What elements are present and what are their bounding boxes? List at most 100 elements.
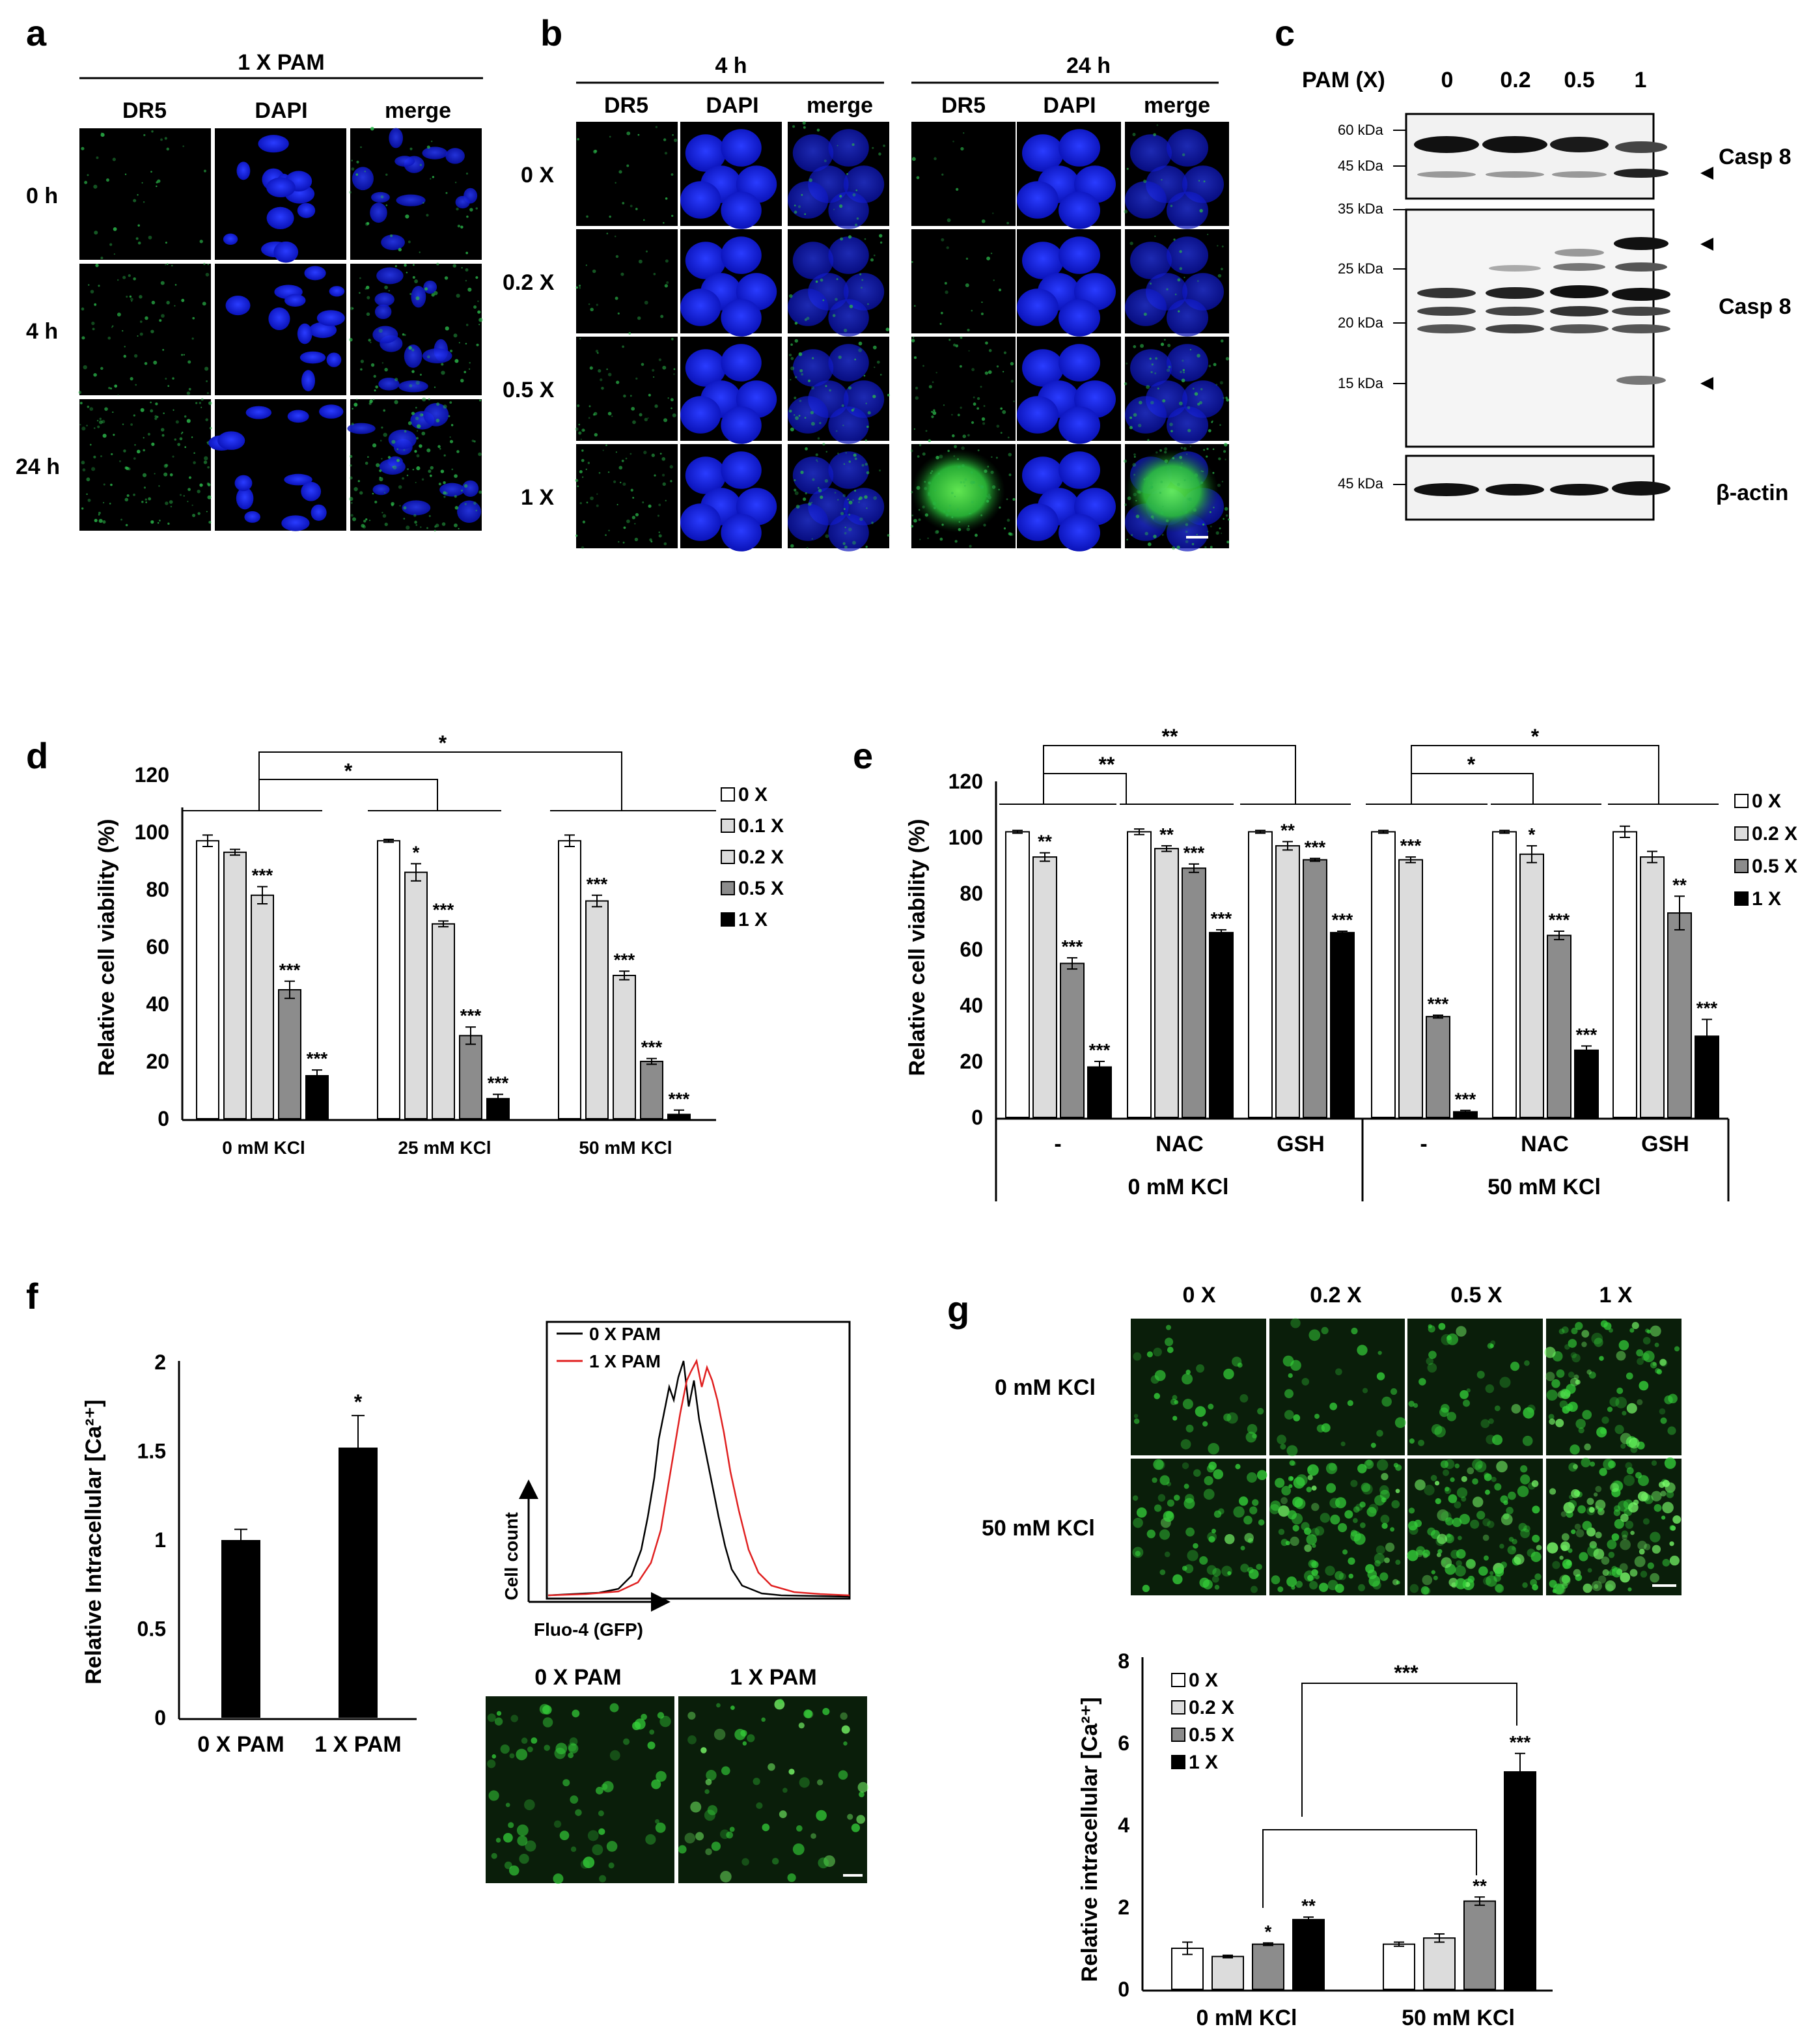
dr5-punctum [87, 498, 91, 502]
dr5-punctum [368, 339, 371, 342]
fluo4-cell [843, 1741, 848, 1746]
y-tick-label: 0 [158, 1107, 169, 1130]
dr5-punctum [381, 362, 384, 364]
dr5-punctum [804, 318, 807, 322]
x-category-label: 1 X PAM [314, 1732, 402, 1757]
dr5-punctum [473, 501, 477, 505]
fluo4-cell [1182, 1373, 1193, 1385]
dr5-punctum [858, 341, 863, 346]
dr5-punctum [183, 495, 185, 497]
dr5-punctum [193, 452, 195, 455]
dr5-punctum [1133, 473, 1136, 476]
dr5-punctum [1183, 479, 1186, 482]
significance-marker: *** [1400, 835, 1422, 856]
dr5-punctum [609, 216, 611, 218]
panel-label-a: a [26, 12, 47, 53]
dr5-punctum [654, 404, 658, 408]
dr5-punctum [648, 393, 651, 397]
dr5-punctum [1132, 133, 1136, 137]
histogram-xlabel: Fluo-4 (GFP) [534, 1619, 643, 1640]
dr5-punctum [139, 295, 143, 299]
dr5-punctum [1179, 250, 1182, 253]
dr5-punctum [122, 423, 124, 425]
dr5-punctum [174, 284, 177, 286]
dr5-punctum [143, 133, 146, 137]
significance-marker: *** [1455, 1089, 1476, 1109]
dr5-punctum [207, 495, 212, 499]
fluo4-cell [730, 1705, 735, 1710]
dr5-punctum [99, 417, 102, 420]
dr5-punctum [860, 287, 863, 289]
dr5-punctum [986, 256, 991, 260]
fluo4-cell [1658, 1481, 1665, 1489]
fluo4-cell [1625, 1462, 1633, 1470]
bar [1426, 1016, 1450, 1118]
dr5-punctum [428, 469, 432, 473]
dr5-punctum [1200, 481, 1204, 484]
micrograph-tile [1017, 337, 1121, 444]
legend-swatch [1734, 826, 1749, 841]
bar [278, 989, 301, 1119]
fluo4-cell [1409, 1438, 1415, 1444]
nucleus [1017, 503, 1059, 541]
fluo4-cell [1377, 1351, 1382, 1355]
fluo4-cell [1342, 1549, 1348, 1555]
fluo4-cell [687, 1735, 697, 1744]
fluo4-cell [1359, 1501, 1366, 1508]
dr5-punctum [130, 298, 133, 301]
dr5-punctum [617, 312, 620, 315]
dr5-punctum [635, 512, 639, 517]
fluo4-cell [1427, 1363, 1437, 1373]
dr5-punctum [842, 542, 846, 545]
dr5-punctum [663, 542, 667, 546]
dr5-punctum [188, 387, 191, 391]
dr5-punctum [355, 399, 358, 400]
dr5-punctum [201, 398, 204, 401]
fluo4-cell [1301, 1378, 1310, 1386]
dr5-punctum [92, 328, 95, 331]
fluo4-cell [1527, 1404, 1536, 1413]
fluo4-cell [1581, 1330, 1590, 1338]
dr5-punctum [919, 443, 922, 447]
dr5-punctum [941, 524, 944, 526]
dr5-punctum [381, 458, 383, 460]
dr5-punctum [1183, 447, 1187, 451]
dr5-punctum [878, 152, 881, 156]
fluo4-cell [1651, 1460, 1657, 1466]
fluo4-cell [517, 1835, 528, 1846]
dr5-punctum [922, 452, 926, 456]
fluo4-cell [841, 1725, 850, 1734]
fluo4-cell [1620, 1433, 1632, 1444]
dr5-punctum [396, 458, 400, 462]
fluo4-cell [1348, 1573, 1353, 1579]
dr5-punctum [916, 486, 920, 490]
dr5-punctum [381, 512, 383, 514]
panel-b-group-4h: 4 h [715, 53, 747, 78]
x-category-label: 0 mM KCl [222, 1138, 305, 1158]
fluo4-cell [1446, 1333, 1459, 1345]
nucleus [792, 349, 834, 387]
dr5-punctum [126, 296, 128, 298]
fluo4-tile [678, 1696, 868, 1883]
dr5-punctum [164, 137, 167, 140]
fluo4-cell [1650, 1325, 1661, 1337]
dr5-punctum [108, 387, 111, 389]
dr5-punctum [977, 449, 980, 451]
dr5-punctum [1136, 490, 1141, 494]
bar [1492, 831, 1517, 1119]
nucleus [273, 241, 299, 263]
dr5-punctum [1159, 492, 1162, 494]
triangle-left-icon [1700, 167, 1713, 180]
dr5-punctum [1179, 456, 1183, 459]
dr5-punctum [113, 253, 115, 255]
dr5-punctum [810, 410, 814, 415]
blot1-bands [1414, 136, 1668, 178]
fluo4-cell [1289, 1460, 1295, 1466]
fluo4-cell [1640, 1571, 1648, 1578]
fluo4-cell [1199, 1556, 1208, 1565]
dr5-punctum [207, 466, 210, 469]
panel-a-micrograph-grid [78, 126, 483, 532]
fluo4-cell [1514, 1554, 1525, 1565]
fluo4-cell [1489, 1571, 1494, 1575]
dr5-punctum [665, 197, 668, 200]
